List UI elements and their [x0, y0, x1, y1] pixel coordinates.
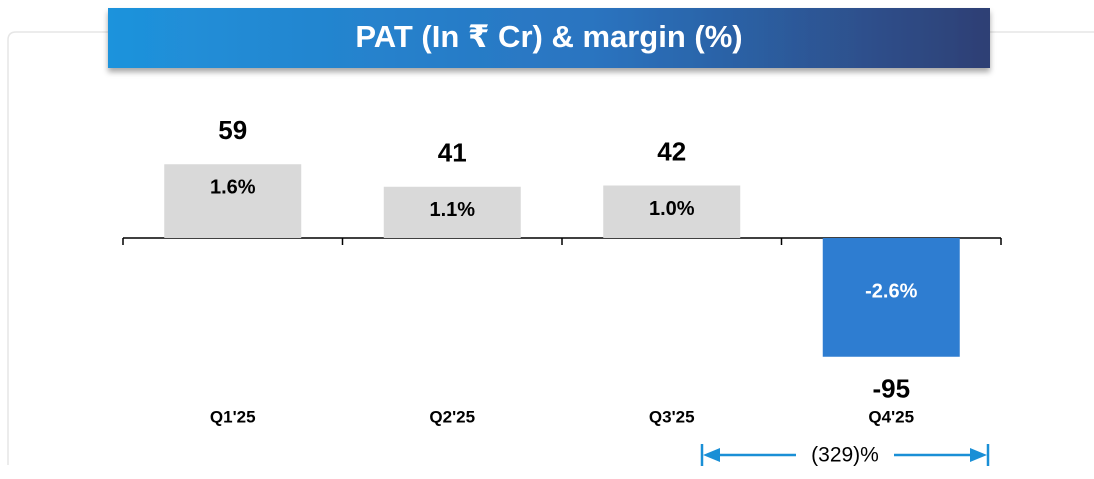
value-label: -95 [872, 374, 910, 404]
x-tick-label: Q3'25 [649, 407, 695, 426]
chart-title: PAT (In ₹ Cr) & margin (%) [355, 19, 742, 54]
value-label: 41 [438, 138, 467, 168]
value-label: 42 [657, 136, 686, 166]
value-label: 59 [218, 115, 247, 145]
bar [822, 238, 960, 357]
bar [383, 186, 521, 238]
x-tick-label: Q1'25 [210, 407, 256, 426]
bar [164, 164, 302, 238]
annotation: (329)% [811, 444, 879, 467]
title-banner [108, 8, 990, 68]
margin-label: 1.0% [649, 198, 695, 220]
annotation-bg [796, 442, 894, 468]
margin-label: -2.6% [865, 280, 917, 302]
arrow-head [970, 448, 987, 462]
arrow-head [703, 448, 720, 462]
plot: Q1'25 59 1.6% Q2'25 41 1.1% Q3'25 42 1.0% Q4'25 -9… [122, 115, 1002, 426]
card-border [7, 31, 1094, 465]
margin-label: 1.1% [429, 199, 475, 221]
x-tick-label: Q4'25 [868, 407, 914, 426]
margin-label: 1.6% [210, 177, 256, 199]
bar [603, 185, 741, 238]
x-tick-label: Q2'25 [429, 407, 475, 426]
